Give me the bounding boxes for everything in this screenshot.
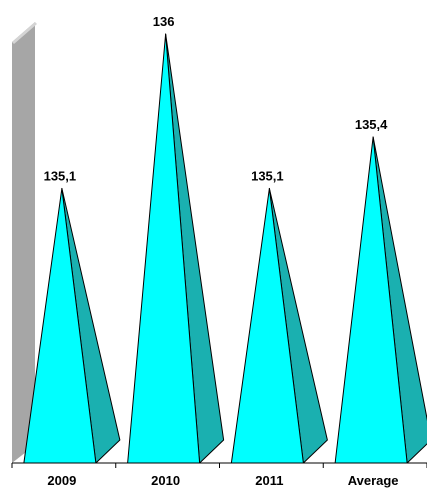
category-label: 2009 [47, 473, 76, 488]
pyramid-2011 [230, 187, 328, 464]
data-label: 135,4 [355, 117, 388, 132]
category-label: Average [348, 473, 399, 488]
pyramid-2010 [127, 33, 225, 464]
pyramid-series [23, 33, 427, 464]
data-label: 135,1 [251, 168, 284, 183]
category-label: 2010 [151, 473, 180, 488]
pyramid-front-face [23, 187, 97, 464]
back-wall-top-edge [12, 22, 37, 44]
data-label: 135,1 [44, 168, 77, 183]
category-label: 2011 [255, 473, 283, 488]
pyramid-front-face [127, 33, 201, 464]
pyramid-2009 [23, 187, 121, 464]
category-tick-labels: 2009 2010 2011 Average [47, 473, 398, 488]
pyramid-average [334, 136, 427, 464]
data-label: 136 [153, 14, 175, 29]
category-axis [11, 462, 427, 468]
pyramid-front-face [334, 136, 408, 464]
back-wall [12, 22, 35, 463]
data-labels: 135,1 136 135,1 135,4 [44, 14, 389, 183]
pyramid-front-face [230, 187, 304, 464]
